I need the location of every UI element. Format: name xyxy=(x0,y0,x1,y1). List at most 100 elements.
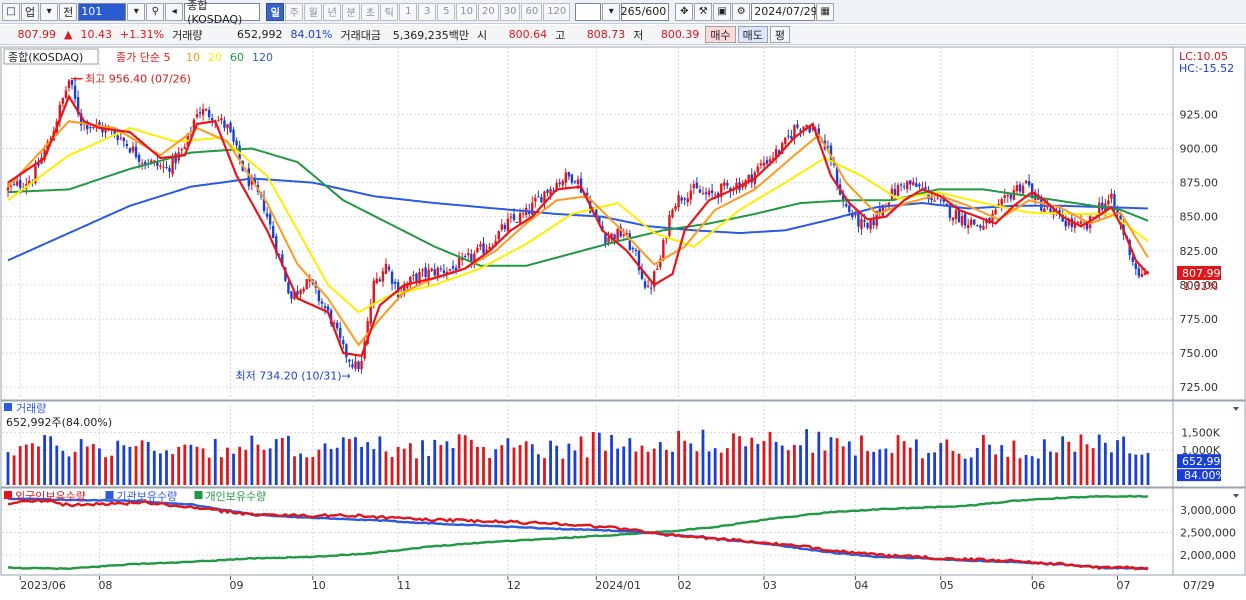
volume-bar xyxy=(543,458,546,485)
prev-button[interactable]: 전 xyxy=(59,2,78,21)
volume-bar xyxy=(476,446,479,485)
candle-body xyxy=(750,174,753,183)
custom-period-dropdown-icon[interactable]: ▾ xyxy=(602,2,621,21)
candle-body xyxy=(220,118,223,121)
period-tab-12[interactable]: 30 xyxy=(499,2,521,21)
speaker-icon[interactable]: ◂ xyxy=(165,2,184,21)
buy-button[interactable]: 매수 xyxy=(705,26,736,43)
candle-body xyxy=(180,149,183,151)
chart-title: 종합(KOSDAQ) xyxy=(8,51,83,64)
candle-body xyxy=(595,209,598,216)
hc-label: HC:-15.52 xyxy=(1179,62,1234,75)
date-input[interactable]: 2024/07/29 xyxy=(751,2,818,21)
code-dropdown-icon[interactable]: ▾ xyxy=(127,2,146,21)
volume-bar xyxy=(293,456,296,485)
period-tab-11[interactable]: 20 xyxy=(477,2,499,21)
volume-bar xyxy=(701,429,705,485)
period-tab-7[interactable]: 1 xyxy=(399,2,418,21)
candle-body xyxy=(893,189,897,195)
candle-body xyxy=(506,218,510,232)
candle-body xyxy=(765,160,769,164)
ma10-line xyxy=(7,120,1149,347)
candle-body xyxy=(637,250,641,271)
candle-body xyxy=(1140,273,1144,278)
volume-bar xyxy=(262,449,266,485)
period-tab-0[interactable]: 일 xyxy=(266,2,285,21)
x-axis-label: 11 xyxy=(397,579,411,592)
period-tab-14[interactable]: 120 xyxy=(543,2,571,21)
candle-body xyxy=(28,180,31,185)
tool-icon[interactable]: ⚒ xyxy=(694,2,713,21)
market-select[interactable]: 업 xyxy=(21,2,40,21)
volume-bar xyxy=(921,458,924,485)
period-tab-2[interactable]: 월 xyxy=(304,2,323,21)
period-tab-13[interactable]: 60 xyxy=(521,2,543,21)
code-input[interactable]: 101 xyxy=(78,2,127,21)
period-tab-1[interactable]: 주 xyxy=(285,2,304,21)
candle-body xyxy=(168,167,171,172)
period-tab-6[interactable]: 틱 xyxy=(380,2,399,21)
candle-body xyxy=(369,305,372,324)
volume-bar xyxy=(378,436,382,485)
volume-bar xyxy=(847,441,851,485)
candle-body xyxy=(332,322,336,324)
eval-button[interactable]: 평 xyxy=(769,26,790,43)
volume-bar xyxy=(774,441,778,485)
period-tab-5[interactable]: 초 xyxy=(361,2,380,21)
volume-bar xyxy=(634,451,638,485)
x-axis-label: 09 xyxy=(230,579,244,592)
volume-bar xyxy=(762,440,766,485)
chart-canvas[interactable]: 925.00 900.00 875.00 850.00 825.00 800.00 775.… xyxy=(0,45,1246,600)
candle-body xyxy=(954,210,958,220)
save-icon[interactable]: ▣ xyxy=(713,2,732,21)
move-icon[interactable]: ✥ xyxy=(675,2,694,21)
period-tab-3[interactable]: 년 xyxy=(323,2,342,21)
x-axis-label: 02 xyxy=(678,579,692,592)
volume-bar xyxy=(457,434,461,485)
chevron-down-icon[interactable]: ▾ xyxy=(40,2,59,21)
open-label: 시 xyxy=(476,28,488,42)
open-value: 800.64 xyxy=(508,28,548,41)
candle-body xyxy=(1067,220,1070,226)
candle-body xyxy=(726,182,729,186)
period-tab-10[interactable]: 10 xyxy=(456,2,477,21)
volume-bar xyxy=(975,447,979,485)
candle-body xyxy=(625,233,628,235)
volume-bar xyxy=(439,444,443,485)
candle-body xyxy=(799,129,802,132)
calendar-icon[interactable]: ▦ xyxy=(816,2,835,21)
volume-bar xyxy=(1140,454,1144,485)
candle-body xyxy=(531,202,534,215)
price-tick: 800.00 xyxy=(1180,279,1219,292)
period-custom-input[interactable] xyxy=(575,2,602,21)
volume-bar xyxy=(116,440,120,485)
candle-body xyxy=(933,200,936,202)
gear-icon[interactable]: ⚙ xyxy=(732,2,751,21)
candle-body xyxy=(262,197,266,211)
period-tab-4[interactable]: 분 xyxy=(342,2,361,21)
candle-body xyxy=(390,271,394,284)
ma5-line xyxy=(7,94,1149,358)
x-axis-label: 2023/06 xyxy=(20,579,66,592)
candle-body xyxy=(631,247,635,250)
volume-bar xyxy=(421,440,424,485)
volume-bar xyxy=(1012,440,1016,485)
volume-bar xyxy=(226,447,229,485)
volume-bar xyxy=(61,450,65,485)
window-icon[interactable]: □ xyxy=(2,2,20,21)
price-tick: 725.00 xyxy=(1180,381,1219,394)
candle-body xyxy=(165,167,168,169)
period-tab-8[interactable]: 3 xyxy=(418,2,437,21)
volume-bar xyxy=(18,446,22,485)
volume-bar xyxy=(689,443,693,485)
candle-body xyxy=(1043,208,1046,213)
candles xyxy=(6,79,1150,374)
volume-bar xyxy=(1097,434,1101,485)
volume-bar xyxy=(299,453,303,485)
period-tab-9[interactable]: 5 xyxy=(437,2,456,21)
search-icon[interactable]: ⚲ xyxy=(146,2,165,21)
volume-bar xyxy=(451,447,455,485)
candle-body xyxy=(902,186,906,188)
sell-button[interactable]: 매도 xyxy=(737,26,768,43)
candle-body xyxy=(671,209,674,218)
